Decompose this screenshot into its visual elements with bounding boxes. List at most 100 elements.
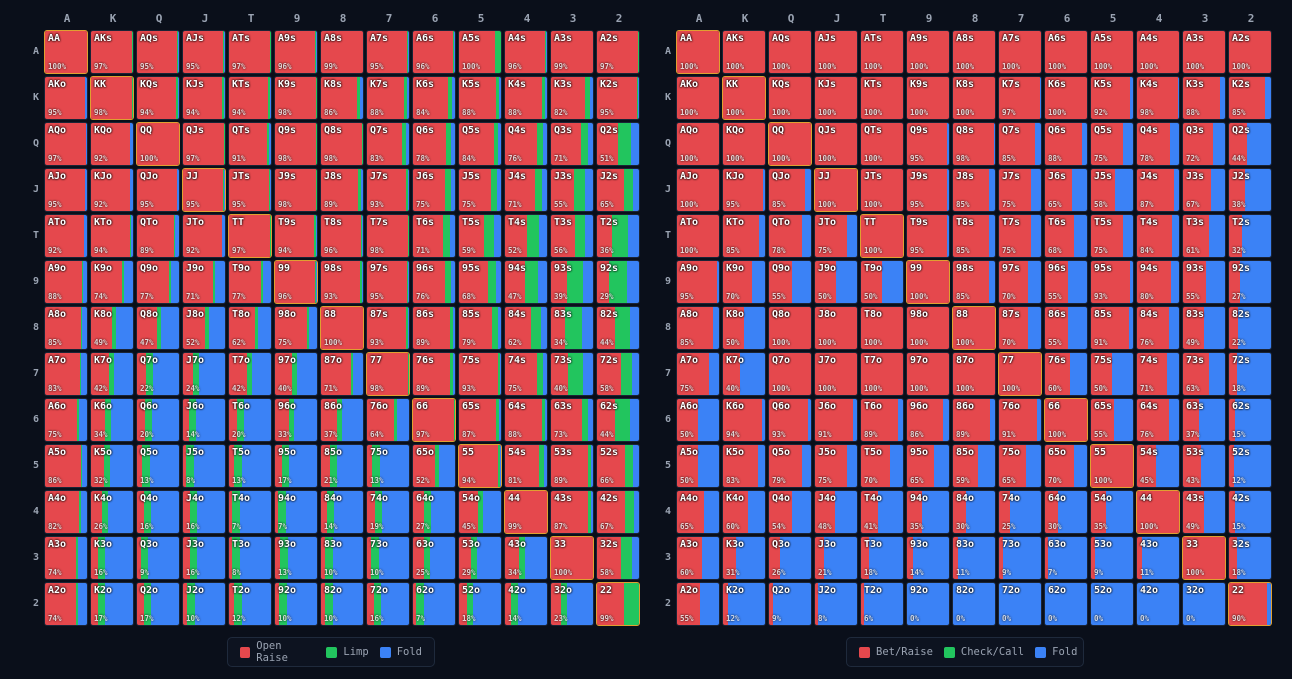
hand-cell-KK[interactable]: KK 100% — [722, 76, 766, 120]
hand-cell-92o[interactable]: 92o 0% — [906, 582, 950, 626]
hand-cell-J9s[interactable]: J9s 95% — [906, 168, 950, 212]
hand-cell-J4o[interactable]: J4o 16% — [182, 490, 226, 534]
hand-cell-A5s[interactable]: A5s 100% — [458, 30, 502, 74]
hand-cell-93s[interactable]: 93s 55% — [1182, 260, 1226, 304]
hand-cell-TT[interactable]: TT 97% — [228, 214, 272, 258]
hand-cell-A9o[interactable]: A9o 88% — [44, 260, 88, 304]
hand-cell-84o[interactable]: 84o 14% — [320, 490, 364, 534]
hand-cell-42o[interactable]: 42o 14% — [504, 582, 548, 626]
hand-cell-K3s[interactable]: K3s 82% — [550, 76, 594, 120]
hand-cell-53o[interactable]: 53o 9% — [1090, 536, 1134, 580]
hand-cell-77[interactable]: 77 100% — [998, 352, 1042, 396]
hand-cell-T7o[interactable]: T7o 100% — [860, 352, 904, 396]
hand-cell-T5s[interactable]: T5s 59% — [458, 214, 502, 258]
hand-cell-KTo[interactable]: KTo 94% — [90, 214, 134, 258]
hand-cell-KJs[interactable]: KJs 100% — [814, 76, 858, 120]
hand-cell-A2s[interactable]: A2s 97% — [596, 30, 640, 74]
hand-cell-Q7s[interactable]: Q7s 85% — [998, 122, 1042, 166]
hand-cell-T7s[interactable]: T7s 98% — [366, 214, 410, 258]
hand-cell-QQ[interactable]: QQ 100% — [136, 122, 180, 166]
hand-cell-65o[interactable]: 65o 52% — [412, 444, 456, 488]
hand-cell-J2o[interactable]: J2o 10% — [182, 582, 226, 626]
hand-cell-A9s[interactable]: A9s 100% — [906, 30, 950, 74]
hand-cell-J3s[interactable]: J3s 67% — [1182, 168, 1226, 212]
hand-cell-J9s[interactable]: J9s 98% — [274, 168, 318, 212]
hand-cell-Q9s[interactable]: Q9s 95% — [906, 122, 950, 166]
hand-cell-22[interactable]: 22 90% — [1228, 582, 1272, 626]
hand-cell-55[interactable]: 55 94% — [458, 444, 502, 488]
hand-cell-J9o[interactable]: J9o 50% — [814, 260, 858, 304]
hand-cell-74s[interactable]: 74s 71% — [1136, 352, 1180, 396]
hand-cell-A2s[interactable]: A2s 100% — [1228, 30, 1272, 74]
hand-cell-J4o[interactable]: J4o 48% — [814, 490, 858, 534]
hand-cell-KTs[interactable]: KTs 94% — [228, 76, 272, 120]
hand-cell-KJs[interactable]: KJs 94% — [182, 76, 226, 120]
hand-cell-K5s[interactable]: K5s 92% — [1090, 76, 1134, 120]
hand-cell-87o[interactable]: 87o 71% — [320, 352, 364, 396]
hand-cell-54s[interactable]: 54s 81% — [504, 444, 548, 488]
hand-cell-T3o[interactable]: T3o 8% — [228, 536, 272, 580]
hand-cell-T4s[interactable]: T4s 84% — [1136, 214, 1180, 258]
hand-cell-K4o[interactable]: K4o 26% — [90, 490, 134, 534]
hand-cell-42s[interactable]: 42s 67% — [596, 490, 640, 534]
hand-cell-K3o[interactable]: K3o 16% — [90, 536, 134, 580]
hand-cell-T6o[interactable]: T6o 89% — [860, 398, 904, 442]
hand-cell-97s[interactable]: 97s 70% — [998, 260, 1042, 304]
hand-cell-AJo[interactable]: AJo 100% — [676, 168, 720, 212]
hand-cell-KJo[interactable]: KJo 92% — [90, 168, 134, 212]
hand-cell-Q3o[interactable]: Q3o 26% — [768, 536, 812, 580]
hand-cell-J5s[interactable]: J5s 58% — [1090, 168, 1134, 212]
hand-cell-K7s[interactable]: K7s 88% — [366, 76, 410, 120]
hand-cell-A4s[interactable]: A4s 96% — [504, 30, 548, 74]
hand-cell-77[interactable]: 77 98% — [366, 352, 410, 396]
hand-cell-A4o[interactable]: A4o 82% — [44, 490, 88, 534]
hand-cell-75o[interactable]: 75o 65% — [998, 444, 1042, 488]
hand-cell-T3o[interactable]: T3o 18% — [860, 536, 904, 580]
hand-cell-92o[interactable]: 92o 10% — [274, 582, 318, 626]
hand-cell-KTo[interactable]: KTo 85% — [722, 214, 766, 258]
hand-cell-ATo[interactable]: ATo 100% — [676, 214, 720, 258]
hand-cell-32s[interactable]: 32s 58% — [596, 536, 640, 580]
hand-cell-KQs[interactable]: KQs 94% — [136, 76, 180, 120]
hand-cell-Q6s[interactable]: Q6s 88% — [1044, 122, 1088, 166]
hand-cell-Q6o[interactable]: Q6o 93% — [768, 398, 812, 442]
hand-cell-65o[interactable]: 65o 70% — [1044, 444, 1088, 488]
hand-cell-JTo[interactable]: JTo 92% — [182, 214, 226, 258]
hand-cell-Q5o[interactable]: Q5o 79% — [768, 444, 812, 488]
hand-cell-AKs[interactable]: AKs 100% — [722, 30, 766, 74]
hand-cell-A6o[interactable]: A6o 75% — [44, 398, 88, 442]
hand-cell-J7s[interactable]: J7s 75% — [998, 168, 1042, 212]
hand-cell-AQo[interactable]: AQo 100% — [676, 122, 720, 166]
hand-cell-AKo[interactable]: AKo 100% — [676, 76, 720, 120]
hand-cell-87s[interactable]: 87s 70% — [998, 306, 1042, 350]
hand-cell-Q4s[interactable]: Q4s 78% — [1136, 122, 1180, 166]
hand-cell-64o[interactable]: 64o 30% — [1044, 490, 1088, 534]
hand-cell-Q6o[interactable]: Q6o 20% — [136, 398, 180, 442]
hand-cell-K8o[interactable]: K8o 50% — [722, 306, 766, 350]
hand-cell-JTo[interactable]: JTo 75% — [814, 214, 858, 258]
hand-cell-42s[interactable]: 42s 15% — [1228, 490, 1272, 534]
hand-cell-QTo[interactable]: QTo 89% — [136, 214, 180, 258]
hand-cell-K3s[interactable]: K3s 88% — [1182, 76, 1226, 120]
hand-cell-64s[interactable]: 64s 76% — [1136, 398, 1180, 442]
hand-cell-72s[interactable]: 72s 18% — [1228, 352, 1272, 396]
hand-cell-95o[interactable]: 95o 17% — [274, 444, 318, 488]
hand-cell-86o[interactable]: 86o 89% — [952, 398, 996, 442]
hand-cell-75s[interactable]: 75s 50% — [1090, 352, 1134, 396]
hand-cell-K5s[interactable]: K5s 88% — [458, 76, 502, 120]
hand-cell-Q9s[interactable]: Q9s 98% — [274, 122, 318, 166]
hand-cell-J6o[interactable]: J6o 91% — [814, 398, 858, 442]
hand-cell-J8s[interactable]: J8s 85% — [952, 168, 996, 212]
hand-cell-73s[interactable]: 73s 40% — [550, 352, 594, 396]
hand-cell-A6s[interactable]: A6s 96% — [412, 30, 456, 74]
hand-cell-53o[interactable]: 53o 29% — [458, 536, 502, 580]
hand-cell-44[interactable]: 44 99% — [504, 490, 548, 534]
hand-cell-Q3s[interactable]: Q3s 71% — [550, 122, 594, 166]
hand-cell-53s[interactable]: 53s 89% — [550, 444, 594, 488]
hand-cell-K2s[interactable]: K2s 95% — [596, 76, 640, 120]
hand-cell-T4o[interactable]: T4o 7% — [228, 490, 272, 534]
hand-cell-92s[interactable]: 92s 29% — [596, 260, 640, 304]
hand-cell-K5o[interactable]: K5o 83% — [722, 444, 766, 488]
hand-cell-73o[interactable]: 73o 9% — [998, 536, 1042, 580]
hand-cell-K6o[interactable]: K6o 34% — [90, 398, 134, 442]
